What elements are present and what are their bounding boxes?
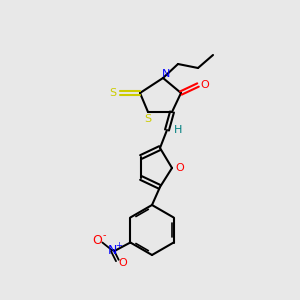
Text: O: O xyxy=(92,234,102,247)
Text: S: S xyxy=(110,88,117,98)
Text: -: - xyxy=(102,230,106,241)
Text: O: O xyxy=(118,257,127,268)
Text: O: O xyxy=(176,163,184,173)
Text: O: O xyxy=(201,80,209,90)
Text: H: H xyxy=(174,125,182,135)
Text: N: N xyxy=(108,244,117,257)
Text: N: N xyxy=(162,69,170,79)
Text: +: + xyxy=(115,241,122,250)
Text: S: S xyxy=(144,114,152,124)
